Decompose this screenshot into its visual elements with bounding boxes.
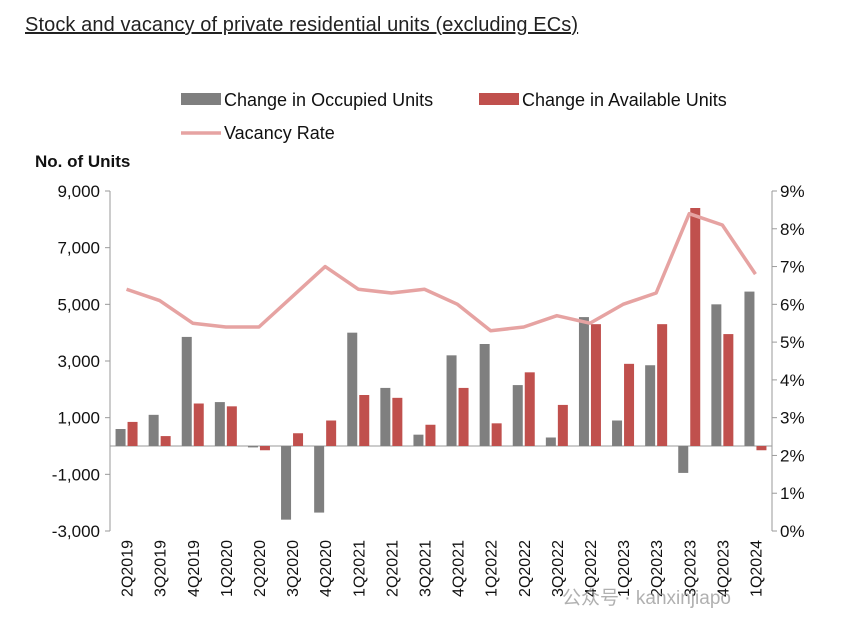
legend-swatch-occupied	[181, 93, 221, 105]
available-bar	[392, 397, 403, 446]
legend-label-occupied: Change in Occupied Units	[224, 90, 433, 110]
legend-swatch-available	[479, 93, 519, 105]
occupied-bar	[281, 446, 292, 520]
x-tick-label: 3Q2021	[417, 540, 434, 597]
x-tick-label: 3Q2019	[153, 540, 170, 597]
occupied-bar	[115, 429, 126, 446]
available-bar	[657, 324, 668, 446]
available-bar	[359, 395, 370, 446]
right-tick-label: 8%	[780, 220, 805, 239]
available-bar	[160, 436, 171, 446]
x-tick-label: 4Q2022	[583, 540, 600, 597]
available-bar	[690, 208, 701, 446]
occupied-bar	[678, 446, 689, 473]
x-tick-label: 4Q2020	[318, 540, 335, 597]
left-tick-label: -1,000	[52, 465, 100, 484]
page-title: Stock and vacancy of private residential…	[25, 14, 579, 36]
right-tick-label: 3%	[780, 409, 805, 428]
occupied-bar	[711, 304, 722, 446]
legend-label-vacancy: Vacancy Rate	[224, 123, 335, 143]
right-tick-label: 5%	[780, 333, 805, 352]
available-bar	[624, 363, 635, 446]
y-axis-title: No. of Units	[35, 152, 130, 171]
available-bar	[458, 387, 469, 446]
available-bar	[557, 404, 568, 446]
x-tick-label: 2Q2020	[252, 540, 269, 597]
x-tick-label: 2Q2022	[517, 540, 534, 597]
right-tick-label: 2%	[780, 446, 805, 465]
available-bar	[293, 433, 304, 446]
legend-label-available: Change in Available Units	[522, 90, 727, 110]
occupied-bar	[545, 437, 556, 446]
x-tick-label: 4Q2023	[715, 540, 732, 597]
available-bar	[193, 403, 204, 446]
available-bar	[723, 334, 734, 446]
x-tick-label: 4Q2021	[451, 540, 468, 597]
vacancy-rate-line	[125, 211, 757, 333]
available-bar	[226, 406, 237, 446]
right-tick-label: 1%	[780, 484, 805, 503]
x-tick-label: 1Q2022	[484, 540, 501, 597]
watermark-text: 公众号 · kanxinjiapo	[562, 588, 731, 609]
x-tick-label: 4Q2019	[186, 540, 203, 597]
occupied-bar	[612, 420, 623, 446]
available-bar	[127, 421, 138, 446]
occupied-bar	[413, 434, 424, 446]
right-tick-label: 0%	[780, 522, 805, 541]
x-tick-label: 1Q2024	[748, 540, 765, 597]
available-bar	[590, 324, 601, 446]
available-bar	[756, 446, 767, 451]
x-tick-label: 2Q2019	[120, 540, 137, 597]
available-bar	[491, 423, 502, 446]
left-tick-label: 9,000	[57, 182, 100, 201]
left-tick-label: 1,000	[57, 409, 100, 428]
occupied-bar	[380, 387, 391, 446]
x-tick-label: 2Q2023	[649, 540, 666, 597]
occupied-bar	[645, 365, 656, 446]
occupied-bar	[214, 402, 225, 446]
available-bar	[326, 420, 337, 446]
left-tick-label: -3,000	[52, 522, 100, 541]
available-bar	[425, 424, 436, 446]
occupied-bar	[181, 336, 192, 446]
x-tick-label: 3Q2020	[285, 540, 302, 597]
occupied-bar	[512, 385, 523, 446]
occupied-bar	[479, 344, 490, 446]
right-tick-label: 9%	[780, 182, 805, 201]
left-tick-label: 5,000	[57, 295, 100, 314]
right-tick-label: 7%	[780, 258, 805, 277]
occupied-bar	[247, 446, 258, 448]
occupied-bar	[446, 355, 457, 446]
x-tick-label: 3Q2022	[550, 540, 567, 597]
occupied-bar	[744, 291, 755, 446]
right-tick-label: 6%	[780, 295, 805, 314]
occupied-bar	[347, 332, 358, 446]
left-tick-label: 3,000	[57, 352, 100, 371]
available-bar	[259, 446, 270, 451]
left-tick-label: 7,000	[57, 239, 100, 258]
available-bar	[524, 372, 535, 446]
occupied-bar	[148, 414, 159, 446]
x-tick-label: 1Q2020	[219, 540, 236, 597]
x-tick-label: 1Q2023	[616, 540, 633, 597]
x-tick-label: 1Q2021	[351, 540, 368, 597]
occupied-bar	[314, 446, 325, 513]
occupied-bar	[578, 317, 589, 446]
x-tick-label: 2Q2021	[384, 540, 401, 597]
right-tick-label: 4%	[780, 371, 805, 390]
x-tick-label: 3Q2023	[682, 540, 699, 597]
